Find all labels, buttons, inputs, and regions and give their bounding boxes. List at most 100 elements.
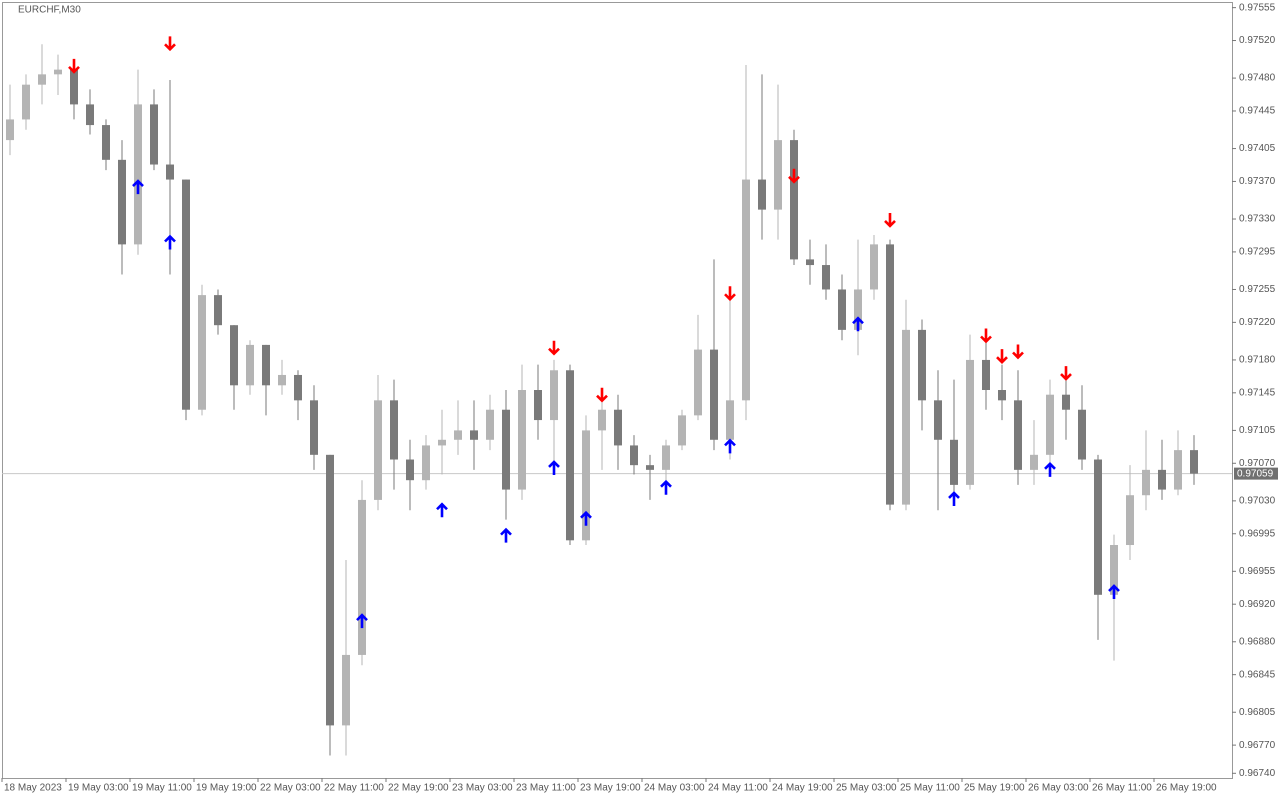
y-tick-label: 0.97105 bbox=[1239, 425, 1276, 436]
candle-body bbox=[390, 400, 398, 460]
candle-body bbox=[1062, 394, 1070, 410]
x-tick-label: 25 May 11:00 bbox=[900, 783, 960, 794]
up-arrow bbox=[164, 234, 176, 250]
candle-body bbox=[710, 349, 718, 440]
y-tick-label: 0.97480 bbox=[1239, 73, 1276, 84]
candle-body bbox=[566, 370, 574, 541]
y-tick-label: 0.96845 bbox=[1239, 669, 1276, 680]
candle-body bbox=[214, 295, 222, 326]
candle-body bbox=[406, 459, 414, 481]
up-arrow bbox=[132, 179, 144, 195]
x-tick-label: 26 May 19:00 bbox=[1156, 783, 1217, 794]
x-tick-label: 22 May 19:00 bbox=[388, 783, 449, 794]
candle-body bbox=[358, 499, 366, 655]
y-tick-label: 0.97145 bbox=[1239, 387, 1276, 398]
y-tick-label: 0.97180 bbox=[1239, 355, 1276, 366]
candle-body bbox=[1046, 394, 1054, 455]
candle-body bbox=[550, 370, 558, 421]
x-tick-label: 26 May 03:00 bbox=[1028, 783, 1089, 794]
candle-body bbox=[934, 400, 942, 440]
candle-body bbox=[1014, 400, 1022, 470]
y-tick-label: 0.97255 bbox=[1239, 284, 1276, 295]
candle-body bbox=[278, 374, 286, 386]
up-arrow bbox=[948, 491, 960, 506]
down-arrow bbox=[996, 349, 1008, 365]
y-tick-label: 0.97555 bbox=[1239, 2, 1276, 13]
candle-body bbox=[470, 430, 478, 440]
candle-body bbox=[950, 439, 958, 485]
candle-body bbox=[870, 244, 878, 290]
candle-body bbox=[182, 179, 190, 410]
down-arrow bbox=[548, 340, 560, 356]
x-tick-label: 22 May 03:00 bbox=[260, 783, 321, 794]
candle-body bbox=[1030, 454, 1038, 470]
candle-body bbox=[438, 439, 446, 446]
candle-body bbox=[1078, 409, 1086, 460]
candle-body bbox=[678, 415, 686, 446]
down-arrow bbox=[164, 36, 176, 52]
x-tick-label: 25 May 19:00 bbox=[964, 783, 1025, 794]
y-tick-label: 0.97445 bbox=[1239, 106, 1276, 117]
candle-body bbox=[422, 445, 430, 481]
x-tick-label: 24 May 11:00 bbox=[708, 783, 768, 794]
candle-body bbox=[102, 125, 110, 160]
x-tick-label: 18 May 2023 bbox=[4, 783, 62, 794]
y-tick-label: 0.97070 bbox=[1239, 458, 1276, 469]
y-tick-label: 0.97370 bbox=[1239, 176, 1276, 187]
x-tick-label: 25 May 03:00 bbox=[836, 783, 897, 794]
candle-body bbox=[374, 400, 382, 500]
down-arrow bbox=[884, 212, 896, 228]
down-arrow bbox=[788, 168, 800, 184]
y-tick-label: 0.96920 bbox=[1239, 599, 1276, 610]
plot-frame bbox=[2, 2, 1233, 779]
candle-body bbox=[630, 445, 638, 466]
chart-title: EURCHF,M30 bbox=[18, 5, 81, 16]
candle-body bbox=[694, 349, 702, 416]
y-tick-label: 0.96880 bbox=[1239, 636, 1276, 647]
candle-body bbox=[614, 409, 622, 446]
y-tick-label: 0.97220 bbox=[1239, 317, 1276, 328]
candle-body bbox=[86, 104, 94, 126]
candle-body bbox=[790, 140, 798, 260]
y-tick-label: 0.96995 bbox=[1239, 528, 1276, 539]
candle-body bbox=[1094, 459, 1102, 595]
up-arrow bbox=[724, 438, 736, 454]
x-tick-label: 22 May 11:00 bbox=[324, 783, 384, 794]
y-tick-label: 0.97295 bbox=[1239, 247, 1276, 258]
candle-body bbox=[742, 179, 750, 401]
down-arrow bbox=[1012, 344, 1024, 360]
candle-body bbox=[1126, 495, 1134, 546]
candle-body bbox=[6, 119, 14, 141]
current-price-label: 0.97059 bbox=[1237, 468, 1274, 479]
candle-body bbox=[854, 289, 862, 330]
down-arrow bbox=[980, 328, 992, 344]
x-tick-label: 24 May 19:00 bbox=[772, 783, 833, 794]
up-arrow bbox=[1108, 584, 1120, 599]
x-tick-label: 19 May 03:00 bbox=[68, 783, 129, 794]
y-tick-label: 0.96955 bbox=[1239, 566, 1276, 577]
candle-body bbox=[838, 289, 846, 330]
y-tick-label: 0.97405 bbox=[1239, 143, 1276, 154]
candle-body bbox=[22, 84, 30, 120]
candle-body bbox=[502, 409, 510, 490]
up-arrow bbox=[660, 479, 672, 495]
candle-body bbox=[310, 400, 318, 455]
y-tick-label: 0.96740 bbox=[1239, 768, 1276, 779]
candle-body bbox=[998, 390, 1006, 401]
candle-body bbox=[822, 265, 830, 290]
y-tick-label: 0.97520 bbox=[1239, 35, 1276, 46]
candle-body bbox=[198, 295, 206, 410]
up-arrow bbox=[852, 316, 864, 332]
candle-body bbox=[262, 344, 270, 386]
candle-body bbox=[326, 454, 334, 726]
down-arrow bbox=[1060, 366, 1072, 381]
candle-body bbox=[1158, 469, 1166, 490]
candle-body bbox=[774, 140, 782, 210]
x-tick-label: 23 May 11:00 bbox=[516, 783, 576, 794]
x-tick-label: 23 May 19:00 bbox=[580, 783, 641, 794]
candle-body bbox=[454, 430, 462, 440]
candle-body bbox=[1142, 469, 1150, 496]
candle-body bbox=[150, 104, 158, 165]
candle-body bbox=[38, 74, 46, 85]
